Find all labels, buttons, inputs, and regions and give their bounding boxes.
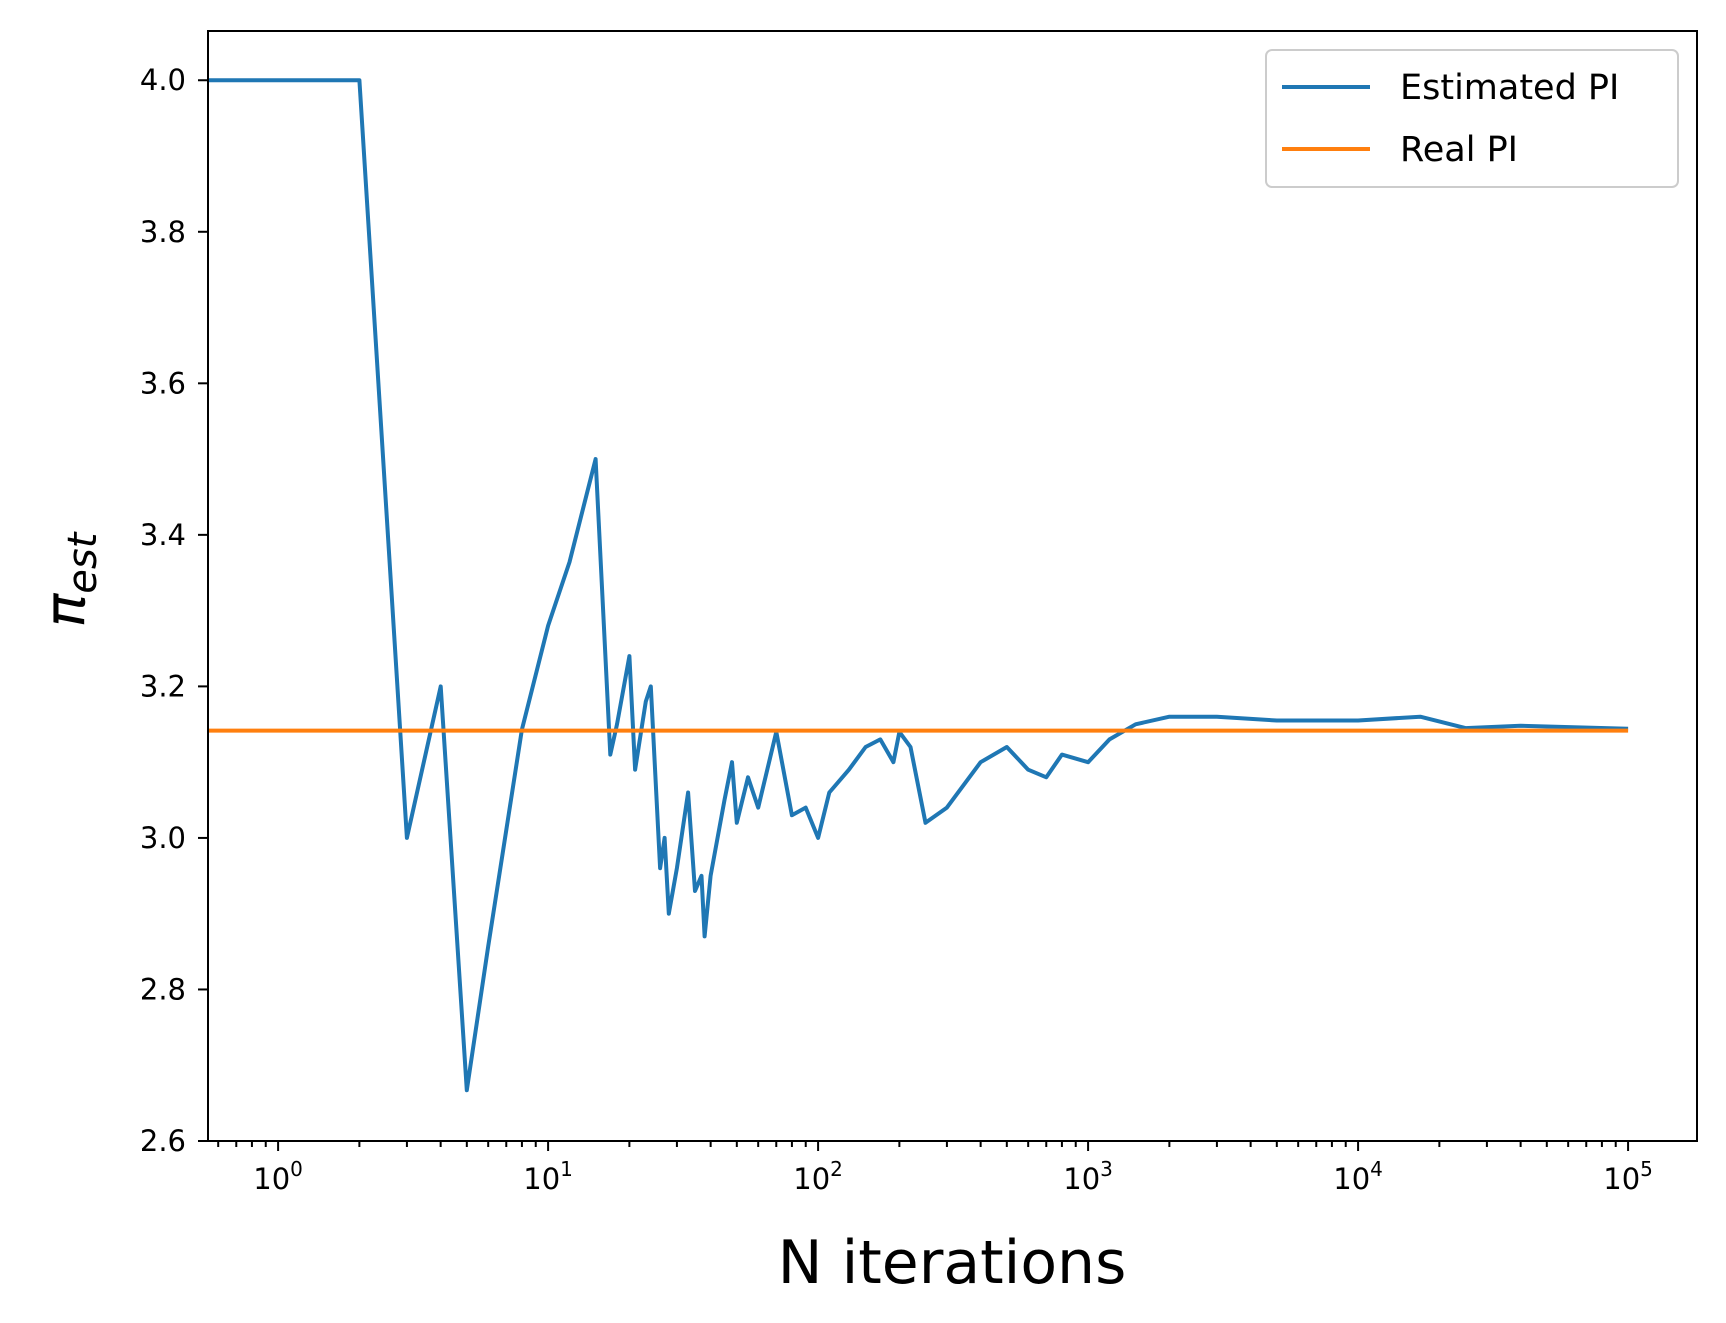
y-tick-label: 3.4 xyxy=(140,518,186,552)
plot-frame xyxy=(207,30,1698,1142)
y-tick-label: 3.2 xyxy=(140,669,186,703)
y-axis-title-sub: est xyxy=(60,531,106,593)
series-layer xyxy=(208,78,1629,1093)
x-tick-label: 100 xyxy=(253,1157,303,1196)
y-axis-title-base: π xyxy=(33,592,98,627)
legend-box xyxy=(1265,49,1679,188)
y-tick-label: 3.6 xyxy=(140,366,186,400)
legend-label-estimated: Estimated PI xyxy=(1400,68,1619,108)
x-tick-label: 102 xyxy=(793,1157,843,1196)
x-tick-label: 105 xyxy=(1603,1157,1653,1196)
legend-label-real: Real PI xyxy=(1400,130,1518,170)
y-tick-label: 2.6 xyxy=(140,1124,186,1158)
y-axis-ticks: 2.6 2.8 3.0 3.2 3.4 3.6 3.8 4.0 xyxy=(140,63,208,1158)
legend: Estimated PI Real PI xyxy=(1265,49,1679,188)
x-axis-title: N iterations xyxy=(778,1228,1127,1298)
series-line-estimated-pi xyxy=(208,78,1629,1093)
x-axis-ticks: 100 101 102 103 104 105 xyxy=(217,1141,1653,1196)
y-axis-title: πest xyxy=(33,531,106,627)
y-tick-label: 4.0 xyxy=(140,63,186,97)
x-tick-label: 104 xyxy=(1333,1157,1383,1196)
x-tick-label: 103 xyxy=(1063,1157,1113,1196)
x-tick-label: 101 xyxy=(523,1157,573,1196)
y-tick-label: 3.8 xyxy=(140,215,186,249)
y-tick-label: 3.0 xyxy=(140,821,186,855)
y-tick-label: 2.8 xyxy=(140,972,186,1006)
